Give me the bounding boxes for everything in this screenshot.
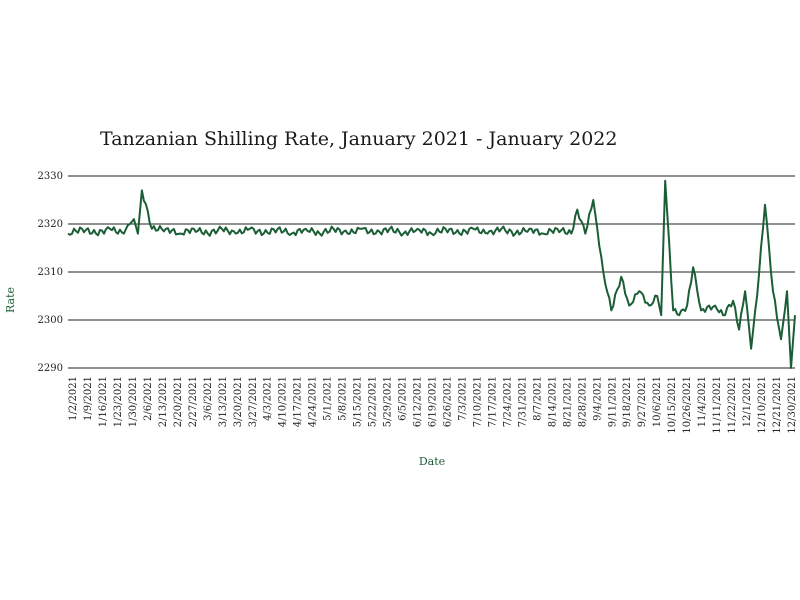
y-tick-label: 2320 [38,219,63,230]
x-tick-label: 12/21/2021 [772,376,783,434]
x-tick-label: 8/7/2021 [532,376,543,421]
y-tick-label: 2310 [38,267,63,278]
x-tick-label: 3/27/2021 [248,376,259,427]
x-tick-label: 10/26/2021 [682,376,693,434]
x-tick-label: 8/21/2021 [562,376,573,427]
x-tick-label: 12/10/2021 [757,376,768,434]
x-tick-label: 2/27/2021 [188,376,199,427]
x-tick-label: 2/6/2021 [143,376,154,421]
x-tick-label: 7/10/2021 [472,376,483,427]
x-tick-label: 1/16/2021 [98,376,109,427]
x-tick-label: 7/24/2021 [502,376,513,427]
x-tick-label: 1/9/2021 [83,376,94,421]
x-tick-label: 6/19/2021 [428,376,439,427]
x-tick-label: 5/15/2021 [353,376,364,427]
y-axis-label: Rate [4,287,17,313]
gridlines [68,175,795,369]
x-tick-label: 6/5/2021 [398,376,409,421]
x-tick-label: 3/6/2021 [203,376,214,421]
x-tick-label: 4/17/2021 [293,376,304,427]
x-tick-label: 2/20/2021 [173,376,184,427]
x-tick-label: 6/12/2021 [413,376,424,427]
x-tick-label: 1/30/2021 [128,376,139,427]
x-tick-label: 7/17/2021 [487,376,498,427]
x-tick-label: 3/20/2021 [233,376,244,427]
x-tick-label: 5/8/2021 [338,376,349,421]
x-tick-label: 9/4/2021 [592,376,603,421]
x-tick-label: 9/11/2021 [607,376,618,427]
x-axis-label: Date [419,455,445,468]
x-tick-label: 4/10/2021 [278,376,289,427]
x-tick-label: 6/26/2021 [442,376,453,427]
y-tick-label: 2300 [38,315,63,326]
x-tick-label: 5/29/2021 [383,376,394,427]
x-tick-label: 4/3/2021 [263,376,274,421]
x-tick-label: 1/23/2021 [113,376,124,427]
x-tick-label: 1/2/2021 [68,376,79,421]
x-tick-label: 8/28/2021 [577,376,588,427]
y-tick-labels: 2290 2300 2310 2320 2330 [38,171,63,374]
x-tick-label: 5/1/2021 [323,376,334,421]
x-tick-label: 4/24/2021 [308,376,319,427]
x-tick-label: 9/18/2021 [622,376,633,427]
x-tick-label: 7/3/2021 [457,376,468,421]
x-tick-label: 12/30/2021 [787,376,798,434]
x-tick-label: 10/15/2021 [667,376,678,434]
x-tick-label: 11/22/2021 [727,376,738,434]
x-tick-labels: 1/2/2021 1/9/2021 1/16/2021 1/23/2021 1/30/2… [68,376,798,434]
y-tick-label: 2330 [38,171,63,182]
x-tick-label: 12/1/2021 [742,376,753,427]
x-tick-label: 3/13/2021 [218,376,229,427]
x-tick-label: 2/13/2021 [158,376,169,427]
y-tick-label: 2290 [38,363,63,374]
x-tick-label: 7/31/2021 [517,376,528,427]
x-tick-label: 8/14/2021 [547,376,558,427]
x-tick-label: 11/4/2021 [697,376,708,427]
x-tick-label: 5/22/2021 [368,376,379,427]
series-line [67,179,796,369]
x-tick-label: 10/6/2021 [652,376,663,427]
chart-title: Tanzanian Shilling Rate, January 2021 - … [100,128,618,150]
x-tick-label: 11/11/2021 [712,376,723,434]
x-tick-label: 9/27/2021 [637,376,648,427]
